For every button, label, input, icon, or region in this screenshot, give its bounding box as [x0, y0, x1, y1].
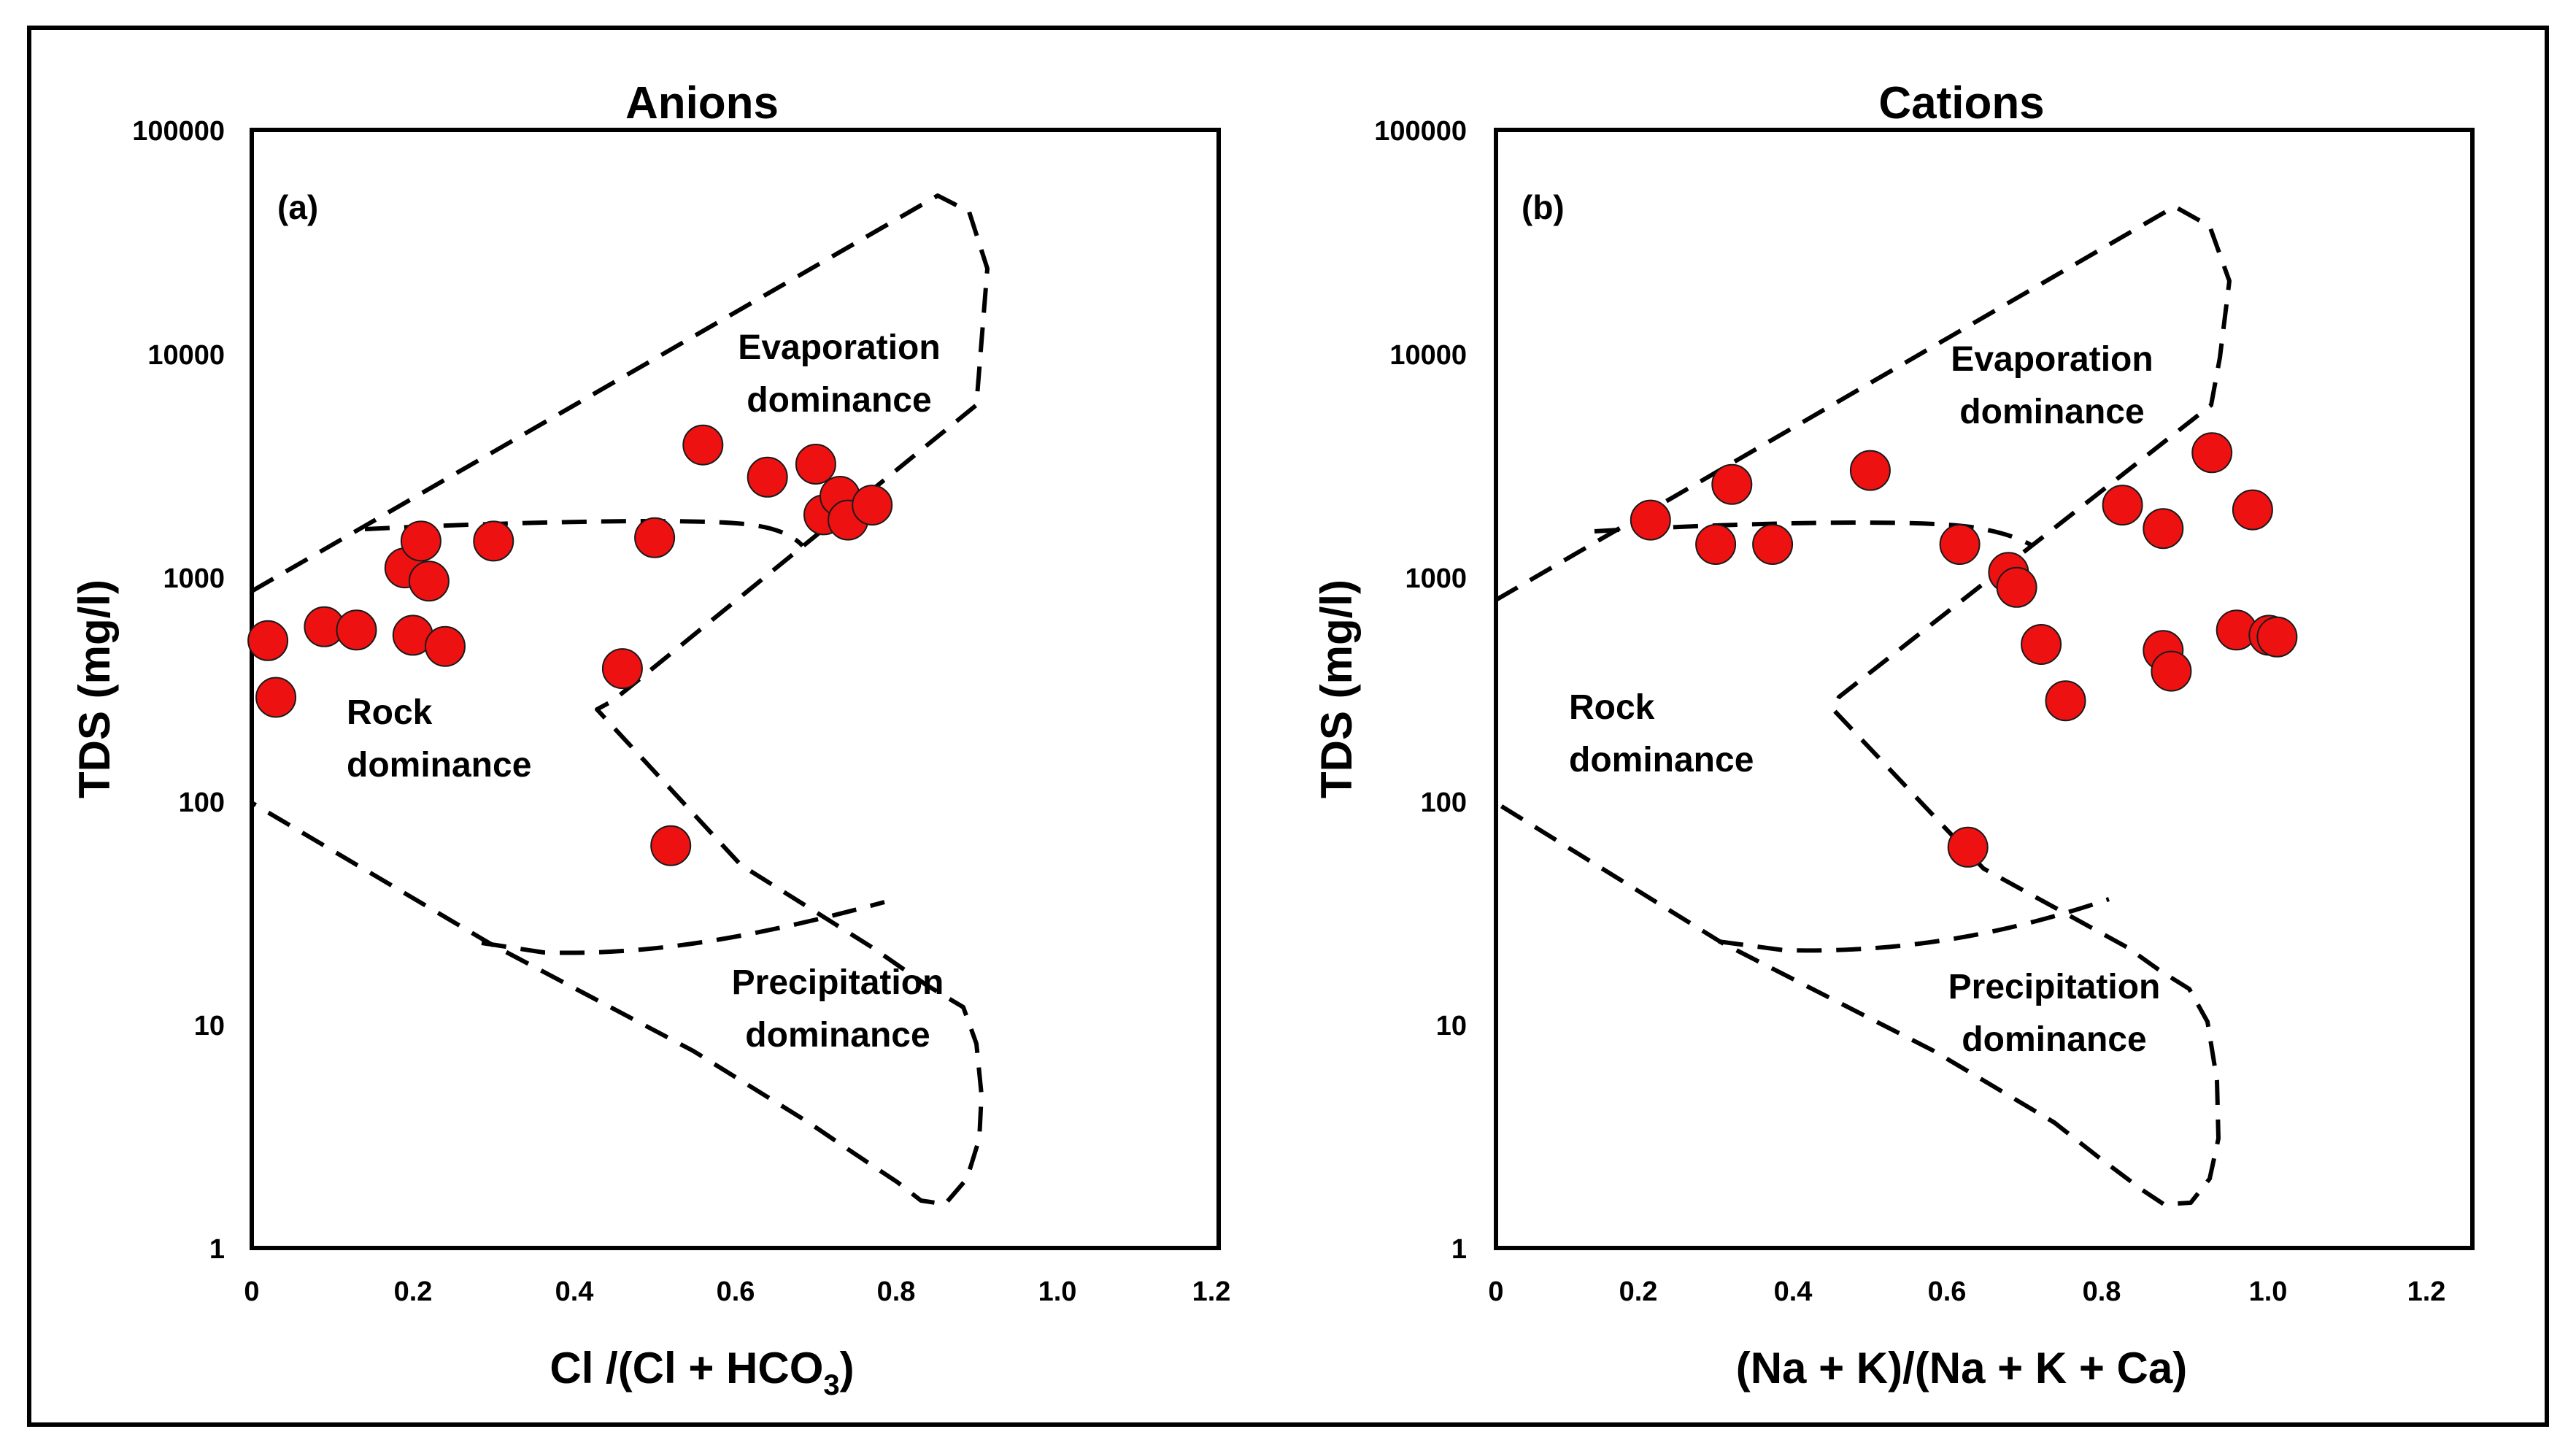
region-labels: Evaporation dominance Rock dominance Preci… — [1569, 340, 2160, 1059]
x-tick-label: 0.6 — [1928, 1276, 1967, 1307]
plot-area — [250, 128, 1221, 1250]
data-point — [2151, 650, 2192, 692]
region-label-evaporation: Evaporation dominance — [738, 328, 940, 420]
data-point — [1711, 463, 1753, 505]
data-point — [2143, 508, 2184, 550]
y-axis-label: TDS (mg/l) — [70, 579, 119, 798]
panel-anions: Anions (a) 1 10 100 1000 10000 100000 0 … — [70, 78, 1230, 1401]
x-tick-label: 1.2 — [1192, 1276, 1231, 1307]
region-label-rock: Rock dominance — [1569, 688, 1754, 779]
gibbs-boundaries — [1495, 204, 2232, 1206]
region-label-evaporation: Evaporation dominance — [1951, 340, 2153, 431]
x-tick-label: 0.4 — [1774, 1276, 1813, 1307]
data-point — [852, 485, 893, 526]
region-label-precipitation: Precipitation dominance — [1948, 968, 2161, 1059]
data-point — [1752, 524, 1794, 565]
x-tick-label: 0.8 — [2083, 1276, 2121, 1307]
x-tick-label: 0.2 — [394, 1276, 433, 1307]
x-tick-label: 0 — [1488, 1276, 1503, 1307]
data-point — [2191, 432, 2233, 474]
data-point — [1947, 826, 1989, 868]
data-point — [1630, 499, 1671, 541]
x-tick-label: 0 — [244, 1276, 259, 1307]
data-point — [425, 625, 466, 667]
boundary-envelope — [250, 193, 990, 1206]
data-point — [473, 520, 514, 562]
y-tick-label: 100 — [1421, 787, 1467, 818]
data-point — [1849, 450, 1891, 491]
x-tick-label: 1.2 — [2407, 1276, 2446, 1307]
y-tick-label: 10 — [194, 1011, 225, 1041]
data-point — [336, 609, 377, 651]
y-tick-label: 1000 — [1405, 563, 1467, 594]
data-point — [408, 561, 450, 602]
data-point — [650, 825, 692, 866]
region-labels: Evaporation dominance Rock dominance Preci… — [347, 328, 944, 1055]
rock-precipitation-boundary — [1718, 897, 2110, 953]
data-point — [247, 620, 289, 661]
y-tick-label: 100000 — [1374, 116, 1467, 147]
plot-area — [1494, 128, 2475, 1250]
y-tick-label: 10000 — [147, 340, 225, 371]
rock-evaporation-boundary — [1594, 520, 2034, 548]
y-tick-label: 1 — [209, 1234, 225, 1265]
data-point — [2045, 680, 2086, 722]
data-point — [1695, 524, 1737, 565]
y-axis-label: TDS (mg/l) — [1312, 579, 1361, 798]
data-point — [2021, 624, 2062, 665]
data-point — [255, 677, 297, 718]
x-tick-label: 1.0 — [2249, 1276, 2288, 1307]
gibbs-boundaries — [250, 193, 990, 1206]
data-point — [1996, 566, 2037, 608]
y-tick-label: 10 — [1436, 1011, 1467, 1041]
y-tick-label: 10000 — [1389, 340, 1467, 371]
data-points — [247, 424, 893, 866]
region-label-rock: Rock dominance — [347, 693, 531, 785]
y-tick-label: 1 — [1451, 1234, 1467, 1265]
chart-title: Anions — [625, 78, 779, 128]
region-label-precipitation: Precipitation dominance — [732, 963, 944, 1055]
panel-label: (b) — [1522, 188, 1565, 226]
data-point — [795, 444, 836, 485]
figure-border — [27, 26, 2549, 1427]
rock-evaporation-boundary — [364, 519, 805, 548]
x-tick-label: 1.0 — [1038, 1276, 1077, 1307]
data-point — [682, 424, 724, 466]
data-point — [601, 648, 643, 690]
rock-precipitation-boundary — [481, 900, 885, 955]
data-point — [747, 456, 788, 498]
data-point — [2232, 489, 2273, 531]
data-points — [1630, 432, 2298, 868]
data-point — [400, 520, 441, 562]
x-tick-label: 0.8 — [877, 1276, 916, 1307]
data-point — [2102, 485, 2143, 526]
y-tick-label: 100000 — [132, 116, 225, 147]
x-tick-label: 0.6 — [717, 1276, 755, 1307]
x-tick-label: 0.4 — [555, 1276, 594, 1307]
data-point — [634, 517, 676, 558]
x-tick-label: 0.2 — [1619, 1276, 1658, 1307]
panel-label: (a) — [277, 188, 318, 226]
data-point — [2256, 616, 2298, 658]
panel-cations: Cations (b) 1 10 100 1000 10000 100000 0… — [1312, 78, 2475, 1393]
data-point — [1939, 524, 1981, 565]
x-axis-label: Cl /(Cl + HCO3) — [549, 1344, 854, 1401]
boundary-envelope — [1495, 204, 2232, 1206]
y-tick-label: 100 — [179, 787, 225, 818]
y-tick-label: 1000 — [163, 563, 225, 594]
x-axis-label: (Na + K)/(Na + K + Ca) — [1736, 1344, 2188, 1393]
chart-title: Cations — [1878, 78, 2044, 128]
